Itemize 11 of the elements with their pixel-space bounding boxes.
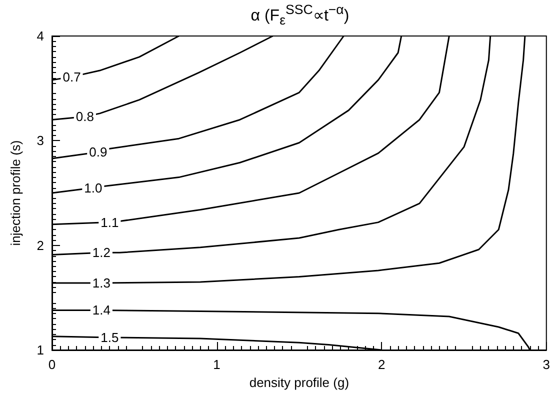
x-axis-title: density profile (g) bbox=[249, 374, 350, 390]
y-tick-label: 4 bbox=[36, 28, 44, 44]
x-tick-label: 2 bbox=[378, 357, 386, 372]
y-tick-label: 1 bbox=[36, 342, 44, 358]
y-tick-label: 2 bbox=[36, 238, 44, 253]
x-tick-label: 0 bbox=[48, 357, 56, 372]
y-axis-title: injection profile (s) bbox=[8, 140, 23, 246]
x-tick-label: 1 bbox=[213, 357, 220, 372]
x-tick-label: 3 bbox=[542, 357, 550, 372]
y-tick-label: 3 bbox=[36, 133, 44, 148]
chart-title: α (F$_{ε}$$^{SSC}$∝t$^{−α}$) bbox=[250, 2, 350, 28]
